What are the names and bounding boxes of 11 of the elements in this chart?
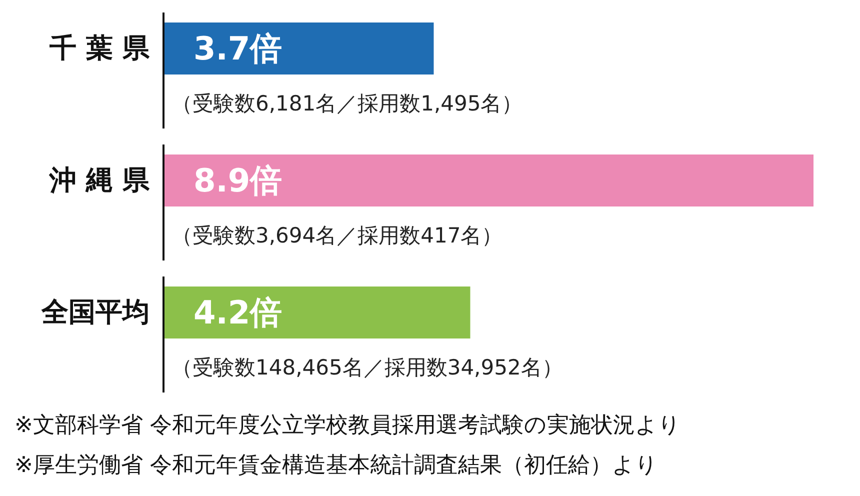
y-tick-label: 全国平均 xyxy=(40,297,150,328)
data-label: 4.2倍 xyxy=(194,294,282,332)
data-label: 3.7倍 xyxy=(194,30,282,68)
y-tick-label: 沖 縄 県 xyxy=(48,165,150,196)
text: ※文部科学省 令和元年度公立学校教員採用選考試験の実施状況より xyxy=(14,413,681,438)
text: ※厚生労働省 令和元年賃金構造基本統計調査結果（初任給）より xyxy=(14,453,658,478)
annotation: （受験数148,465名／採用数34,952名） xyxy=(172,356,563,380)
annotation: （受験数6,181名／採用数1,495名） xyxy=(172,92,523,116)
y-tick-label: 千 葉 県 xyxy=(48,33,150,64)
data-label: 8.9倍 xyxy=(194,162,282,200)
annotation: （受験数3,694名／採用数417名） xyxy=(172,224,503,248)
